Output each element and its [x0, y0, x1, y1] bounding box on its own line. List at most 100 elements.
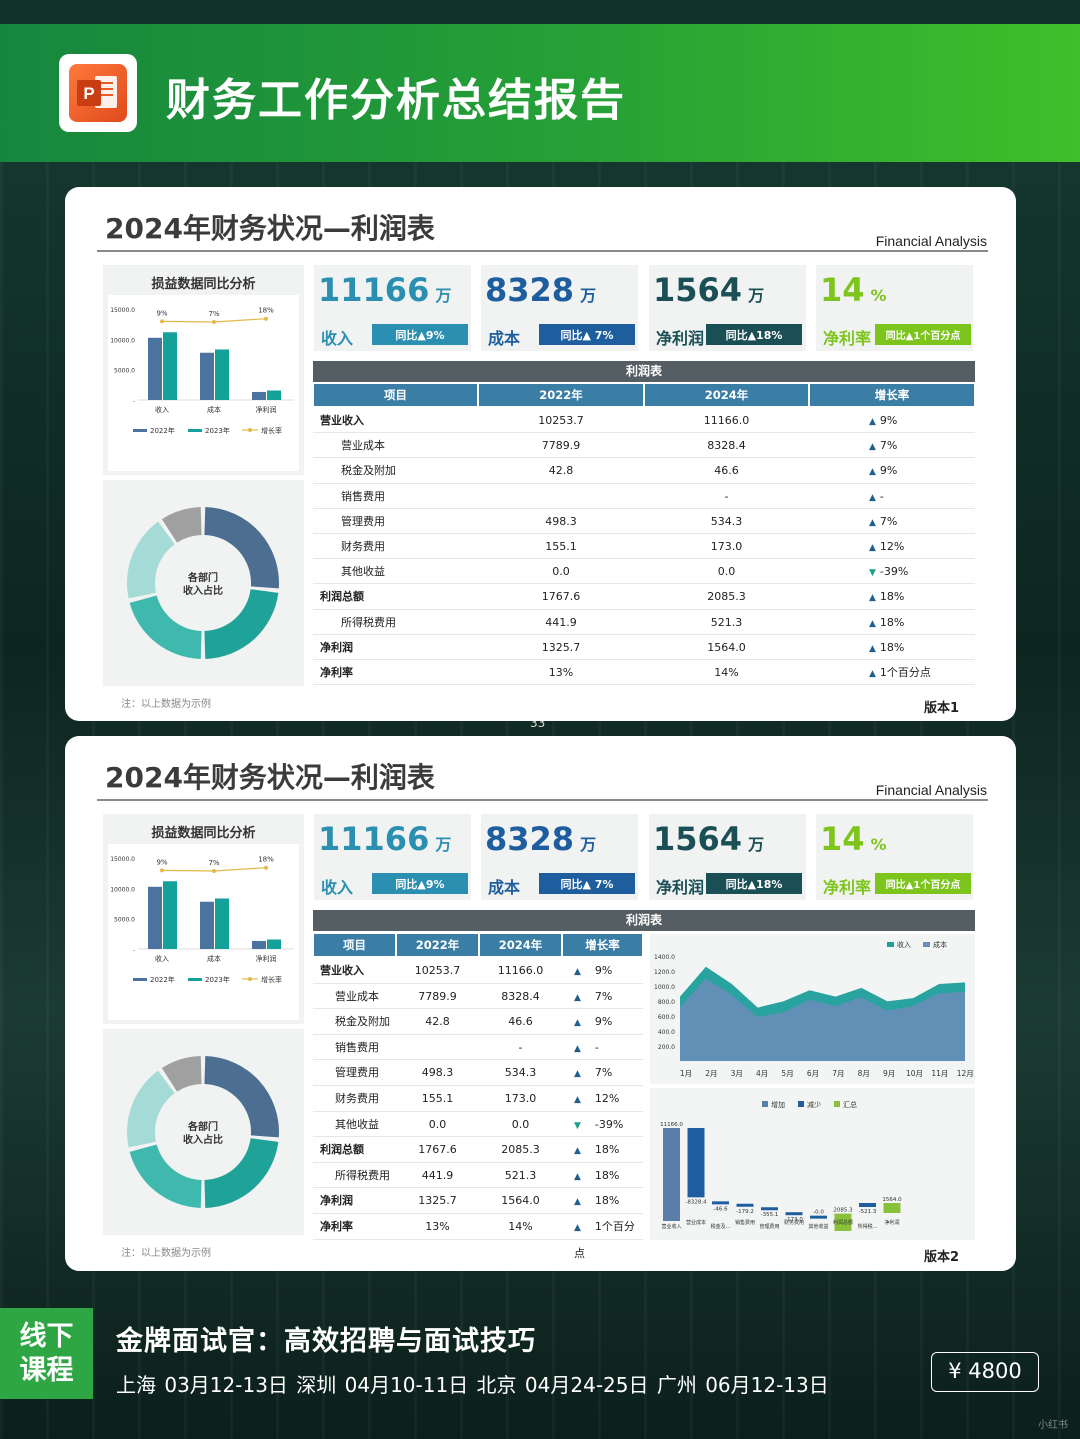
x-tick-label: 11月	[931, 1069, 948, 1078]
y-tick-label: 1400.0	[654, 954, 675, 961]
x-tick-label: 营业收入	[661, 1223, 681, 1230]
slide-subtitle: Financial Analysis	[875, 233, 987, 249]
x-tick-label: 成本	[207, 954, 221, 963]
growth-value: 7%	[879, 439, 898, 453]
slide-title: 2024年财务状况—利润表	[105, 212, 435, 245]
kpi-card-1: 8328 万成本 同比▲ 7%	[481, 265, 638, 351]
kpi-label: 收入	[321, 329, 354, 348]
value-2024: 11166.0	[497, 964, 544, 977]
table-row: 销售费用 - ▲ -	[313, 1035, 643, 1061]
comparison-chart: 15000.0 10000.0 5000.0 - 收入 成本 净利润 9% 7% 18% 2022年…	[108, 844, 299, 1020]
value-2022: 13%	[548, 666, 574, 679]
down-arrow-icon: ▼	[869, 568, 876, 579]
x-tick-label: 其他收益	[808, 1223, 828, 1230]
up-arrow-icon: ▲	[869, 618, 876, 629]
donut-slice-0	[204, 507, 279, 589]
waterfall-bar-利润总额	[834, 1213, 852, 1231]
title-divider	[97, 799, 988, 801]
table-row: 财务费用 155.1 173.0 ▲ 12%	[313, 534, 975, 560]
waterfall-chart-panel: 增加 减少 汇总 11166.0 营业收入 -8328.4 营业成本 -46.6 税金及... -…	[650, 1088, 975, 1240]
kpi-number: 14	[820, 271, 865, 309]
kpi-card-2: 1564 万净利润 同比▲18%	[649, 265, 806, 351]
kpi-card-0: 11166 万收入 同比▲9%	[314, 265, 471, 351]
legend-label: 增长率	[261, 975, 282, 984]
page-title: 财务工作分析总结报告	[166, 75, 626, 126]
table-header: 2022年	[479, 384, 643, 406]
tag-line: 课程	[19, 1355, 74, 1386]
x-tick-label: 利润总额	[833, 1219, 853, 1226]
table-row: 税金及附加 42.8 46.6 ▲ 9%	[313, 1009, 643, 1035]
row-label: 财务费用	[341, 540, 385, 553]
up-arrow-icon: ▲	[574, 1069, 581, 1080]
growth-rate: ▲ 12%	[574, 1086, 619, 1111]
row-label: 净利润	[320, 640, 353, 654]
waterfall-bar-销售费用	[736, 1203, 754, 1207]
y-tick-label: 5000.0	[114, 917, 135, 924]
donut-slice-1	[204, 589, 279, 659]
growth-point	[160, 868, 164, 873]
row-label: 净利率	[320, 1220, 353, 1233]
powerpoint-icon: P	[59, 54, 137, 132]
growth-label: 9%	[156, 858, 167, 866]
legend-label: 2022年	[150, 975, 175, 984]
table-row: 净利率 13% 14% ▲ 1个百分点	[313, 1214, 643, 1260]
course-banner[interactable]: 线下 课程 金牌面试官：高效招聘与面试技巧 上海 03月12-13日 深圳 04月…	[0, 1307, 1080, 1439]
value-2024: 14%	[714, 666, 739, 679]
value-2024: 1564.0	[707, 640, 746, 654]
table-row: 净利率 13% 14% ▲ 1个百分点	[313, 660, 975, 686]
legend-label: 成本	[933, 940, 947, 949]
slide-subtitle: Financial Analysis	[875, 782, 987, 798]
row-label: 营业成本	[335, 989, 379, 1003]
growth-rate: ▲ -	[869, 484, 884, 509]
x-tick-label: 净利润	[256, 405, 277, 414]
value-2024: 46.6	[508, 1015, 533, 1029]
value-2022: 7789.9	[418, 989, 457, 1003]
waterfall-bar-财务费用	[785, 1212, 803, 1216]
value-2022: 10253.7	[414, 964, 461, 977]
price-button[interactable]: ¥ 4800	[931, 1352, 1039, 1392]
slide-card-1[interactable]: 2024年财务状况—利润表 Financial Analysis 损益数据同比分析 1…	[65, 187, 1016, 721]
data-label: -8328.4	[685, 1199, 707, 1205]
bar-2023年-成本	[215, 349, 229, 400]
kpi-unit: 万	[435, 835, 452, 854]
waterfall-bar-税金及...	[712, 1201, 729, 1205]
growth-value: 1个百分点	[879, 666, 931, 679]
legend-swatch-2023	[188, 429, 202, 432]
growth-value: 12%	[879, 540, 905, 553]
table-row: 利润总额 1767.6 2085.3 ▲ 18%	[313, 1137, 643, 1163]
x-tick-label: 5月	[781, 1069, 793, 1078]
growth-label: 18%	[258, 856, 274, 864]
value-2022: 155.1	[421, 1092, 454, 1105]
comparison-chart-title: 损益数据同比分析	[151, 277, 256, 292]
footnote: 注：以上数据为示例	[121, 1248, 211, 1259]
y-tick-label: 200.0	[658, 1044, 675, 1051]
kpi-value: 1564 万	[653, 820, 764, 858]
up-arrow-icon: ▲	[574, 1146, 581, 1157]
x-tick-label: 3月	[731, 1069, 743, 1078]
kpi-label: 净利润	[656, 878, 705, 897]
x-tick-label: 所得税...	[858, 1223, 878, 1230]
monthly-area-chart: 1400.0 1200.0 1000.0 800.0 600.0 400.0 200.0 1月…	[654, 940, 974, 1078]
table-row: 利润总额 1767.6 2085.3 ▲ 18%	[313, 584, 975, 610]
up-arrow-icon: ▲	[574, 1171, 581, 1182]
legend-label: 2023年	[205, 975, 230, 984]
x-tick-label: 收入	[155, 954, 169, 963]
growth-rate: ▲ 12%	[869, 534, 904, 559]
kpi-yoy-badge: 同比▲ 7%	[539, 324, 635, 345]
value-2024: 1564.0	[501, 1194, 540, 1208]
row-label: 净利率	[320, 666, 353, 679]
legend-swatch	[834, 1101, 840, 1107]
donut-slice-4	[161, 1056, 202, 1092]
slide-card-2[interactable]: 2024年财务状况—利润表 Financial Analysis 损益数据同比分析 1…	[65, 736, 1016, 1271]
row-label: 管理费用	[335, 1066, 379, 1080]
data-label: 1564.0	[882, 1197, 902, 1203]
table-row: 营业收入 10253.7 11166.0 ▲ 9%	[313, 958, 643, 984]
table-title: 利润表	[313, 361, 975, 382]
y-tick-label: -	[133, 398, 135, 405]
value-2024: 534.3	[710, 514, 743, 528]
kpi-value: 8328 万	[485, 271, 596, 309]
version-label: 版本2	[923, 1250, 959, 1265]
growth-point	[212, 320, 216, 324]
value-2024: 14%	[508, 1220, 533, 1233]
growth-rate: ▲ 18%	[574, 1163, 619, 1188]
